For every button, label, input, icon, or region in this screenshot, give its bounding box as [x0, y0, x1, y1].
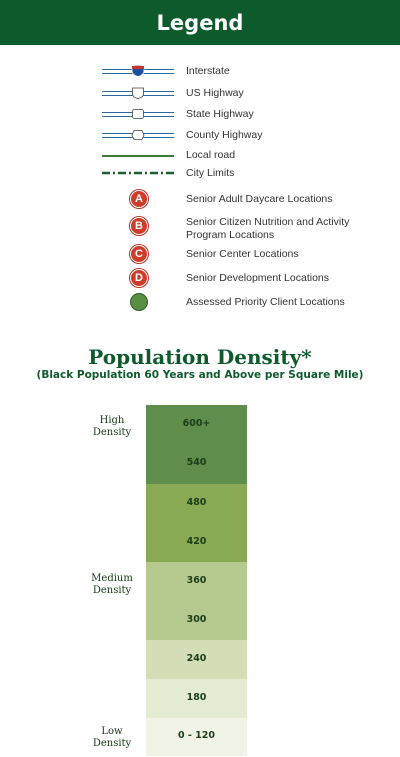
legend-label-marker-c: Senior Center Locations — [186, 248, 299, 260]
density-band-label: 0 - 120 — [178, 730, 215, 741]
density-band — [146, 562, 247, 601]
medium-density-label: Medium Density — [82, 573, 142, 597]
density-band-label: 360 — [186, 575, 207, 586]
legend-row-marker-d: D Senior Development Locations — [100, 269, 400, 289]
legend-row-county-highway: County Highway — [100, 126, 400, 146]
legend-row-state-highway: State Highway — [100, 105, 400, 125]
marker-b-icon: B — [130, 217, 148, 235]
legend-header: Legend — [0, 0, 400, 45]
legend-row-us-highway: US Highway — [100, 84, 400, 104]
legend-label-marker-b: Senior Citizen Nutrition and Activity Pr… — [186, 216, 349, 242]
density-band — [146, 523, 247, 562]
legend-row-priority-client: Assessed Priority Client Locations — [100, 293, 400, 313]
legend-label-marker-b-line1: Senior Citizen Nutrition and Activity — [186, 216, 350, 228]
density-band — [146, 484, 247, 523]
legend-row-marker-c: C Senior Center Locations — [100, 245, 400, 265]
low-density-label-line2: Density — [92, 738, 132, 749]
medium-density-label-line1: Medium — [91, 573, 133, 584]
legend-label-city-limits: City Limits — [186, 167, 235, 179]
density-band-label: 480 — [186, 497, 207, 508]
priority-client-marker-icon — [130, 293, 148, 311]
legend-row-marker-b: B Senior Citizen Nutrition and Activity … — [100, 215, 400, 243]
legend-label-local-road: Local road — [186, 149, 236, 161]
density-subtitle: (Black Population 60 Years and Above per… — [36, 369, 364, 381]
medium-density-label-line2: Density — [92, 585, 132, 596]
marker-c-icon: C — [130, 245, 148, 263]
us-highway-shield-icon — [100, 84, 176, 104]
density-band-label: 540 — [186, 457, 207, 468]
low-density-label-line1: Low — [101, 726, 123, 737]
local-road-line-icon — [100, 146, 176, 166]
legend-label-state-highway: State Highway — [186, 108, 254, 120]
density-band — [146, 601, 247, 640]
density-band — [146, 640, 247, 679]
legend-label-interstate: Interstate — [186, 65, 230, 77]
density-band — [146, 444, 247, 484]
legend-label-us-highway: US Highway — [186, 87, 244, 99]
legend-row-local-road: Local road — [100, 146, 400, 166]
density-band-label: 300 — [186, 614, 207, 625]
density-band — [146, 718, 247, 756]
density-title: Population Density* — [88, 345, 312, 369]
density-band — [146, 405, 247, 444]
legend-row-city-limits: City Limits — [100, 164, 400, 184]
low-density-label: Low Density — [82, 726, 142, 750]
interstate-shield-icon — [100, 62, 176, 82]
county-highway-shield-icon — [100, 126, 176, 146]
legend-label-marker-d: Senior Development Locations — [186, 272, 330, 284]
marker-a-icon: A — [130, 190, 148, 208]
legend-title: Legend — [156, 10, 244, 35]
legend-row-marker-a: A Senior Adult Daycare Locations — [100, 190, 400, 210]
density-band — [146, 679, 247, 718]
legend-label-priority-client: Assessed Priority Client Locations — [186, 296, 345, 308]
density-band-label: 600+ — [182, 418, 211, 429]
high-density-label-line2: Density — [92, 427, 132, 438]
legend-label-marker-b-line2: Program Locations — [186, 229, 275, 241]
high-density-label: High Density — [82, 415, 142, 439]
legend-row-interstate: Interstate — [100, 62, 400, 82]
state-highway-shield-icon — [100, 105, 176, 125]
density-band-label: 240 — [186, 653, 207, 664]
density-band-label: 180 — [186, 692, 207, 703]
legend-label-county-highway: County Highway — [186, 129, 263, 141]
high-density-label-line1: High — [99, 415, 125, 426]
density-band-label: 420 — [186, 536, 207, 547]
legend-label-marker-a: Senior Adult Daycare Locations — [186, 193, 333, 205]
marker-d-icon: D — [130, 269, 148, 287]
city-limits-line-icon — [100, 164, 176, 184]
